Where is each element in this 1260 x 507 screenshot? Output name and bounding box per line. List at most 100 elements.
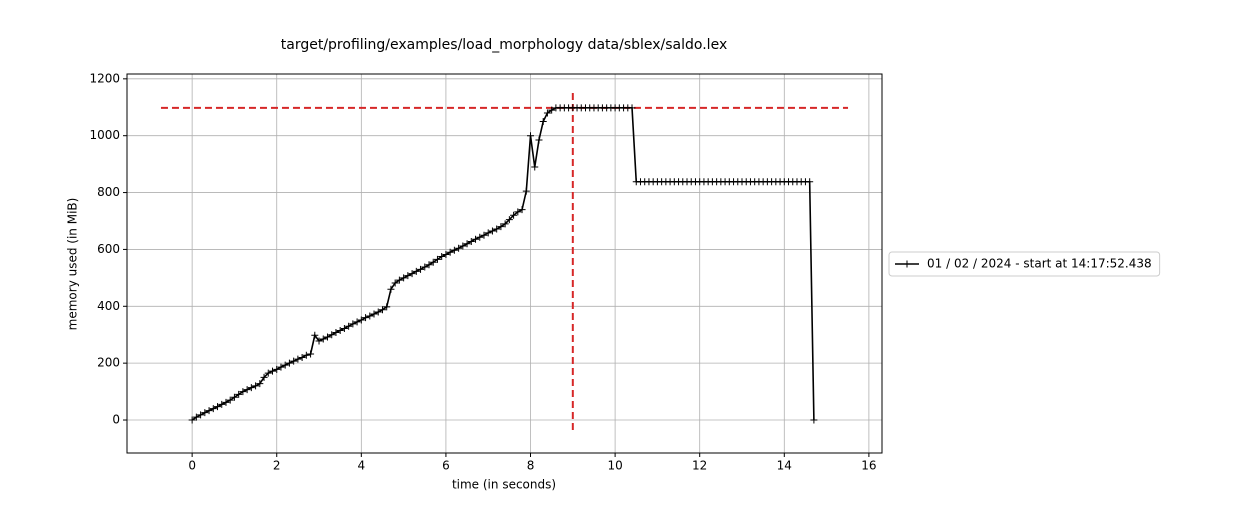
x-tick-label: 0	[188, 459, 196, 473]
point-marker	[226, 396, 234, 404]
point-marker	[294, 355, 302, 363]
point-marker	[260, 373, 268, 381]
point-marker	[357, 316, 365, 324]
y-tick-label: 600	[97, 242, 120, 256]
point-marker	[214, 403, 222, 411]
point-marker	[518, 206, 526, 214]
y-tick-label: 0	[112, 413, 120, 427]
point-marker	[543, 109, 551, 117]
point-marker	[505, 216, 513, 224]
point-marker	[323, 333, 331, 341]
point-marker	[408, 270, 416, 278]
point-marker	[383, 303, 391, 311]
legend-label: 01 / 02 / 2024 - start at 14:17:52.438	[927, 257, 1152, 271]
x-axis-label: time (in seconds)	[452, 478, 556, 492]
x-tick-label: 8	[527, 459, 535, 473]
point-marker	[256, 380, 264, 388]
point-marker	[442, 251, 450, 259]
point-marker	[298, 353, 306, 361]
point-marker	[417, 265, 425, 273]
chart-title: target/profiling/examples/load_morpholog…	[281, 37, 727, 53]
point-marker	[421, 263, 429, 271]
point-marker	[455, 244, 463, 252]
point-marker	[332, 328, 340, 336]
point-marker	[247, 384, 255, 392]
point-marker	[548, 106, 556, 114]
plot-frame	[126, 73, 883, 454]
point-marker	[400, 274, 408, 282]
point-marker	[201, 409, 209, 417]
point-marker	[285, 359, 293, 367]
x-tick-label: 12	[692, 459, 707, 473]
x-tick-label: 2	[273, 459, 281, 473]
point-marker	[290, 357, 298, 365]
y-tick-label: 1200	[89, 71, 120, 85]
point-marker	[459, 242, 467, 250]
point-marker	[404, 272, 412, 280]
point-marker	[510, 211, 518, 219]
y-tick-label: 800	[97, 185, 120, 199]
point-marker	[362, 314, 370, 322]
point-marker	[810, 416, 818, 424]
point-marker	[209, 405, 217, 413]
x-tick-label: 6	[442, 459, 450, 473]
point-marker	[307, 350, 315, 358]
point-marker	[429, 258, 437, 266]
point-marker	[328, 331, 336, 339]
point-marker	[514, 208, 522, 216]
point-marker	[319, 335, 327, 343]
point-marker	[450, 246, 458, 254]
x-tick-label: 4	[358, 459, 366, 473]
x-tick-label: 16	[861, 459, 876, 473]
y-tick-label: 400	[97, 299, 120, 313]
point-marker	[218, 400, 226, 408]
point-marker	[197, 411, 205, 419]
point-marker	[378, 306, 386, 314]
point-marker	[412, 267, 420, 275]
point-marker	[484, 229, 492, 237]
point-marker	[628, 104, 636, 112]
point-marker	[336, 326, 344, 334]
point-marker	[522, 187, 530, 195]
point-marker	[353, 318, 361, 326]
point-marker	[387, 285, 395, 293]
point-marker	[264, 369, 272, 377]
point-marker	[302, 351, 310, 359]
legend-box	[888, 251, 1161, 277]
point-marker	[806, 178, 814, 186]
point-marker	[497, 223, 505, 231]
point-marker	[531, 163, 539, 171]
point-marker	[222, 398, 230, 406]
point-marker	[446, 248, 454, 256]
point-marker	[192, 413, 200, 421]
legend-marker	[903, 260, 911, 268]
point-marker	[345, 322, 353, 330]
point-marker	[243, 386, 251, 394]
point-marker	[501, 220, 509, 228]
x-tick-label: 14	[777, 459, 792, 473]
point-marker	[467, 237, 475, 245]
point-marker	[493, 225, 501, 233]
point-marker	[366, 312, 374, 320]
point-marker	[480, 231, 488, 239]
point-marker	[395, 276, 403, 284]
point-marker	[230, 393, 238, 401]
point-marker	[281, 361, 289, 369]
point-marker	[269, 367, 277, 375]
point-marker	[433, 255, 441, 263]
x-tick-label: 10	[607, 459, 622, 473]
point-marker	[391, 279, 399, 287]
point-marker	[374, 308, 382, 316]
point-marker	[188, 416, 196, 424]
y-axis-label: memory used (in MiB)	[66, 198, 80, 331]
point-marker	[311, 331, 319, 339]
point-marker	[463, 240, 471, 248]
point-marker	[539, 117, 547, 125]
point-marker	[315, 337, 323, 345]
point-marker	[277, 363, 285, 371]
point-marker	[438, 253, 446, 261]
point-marker	[235, 390, 243, 398]
point-marker	[370, 310, 378, 318]
point-marker	[476, 233, 484, 241]
